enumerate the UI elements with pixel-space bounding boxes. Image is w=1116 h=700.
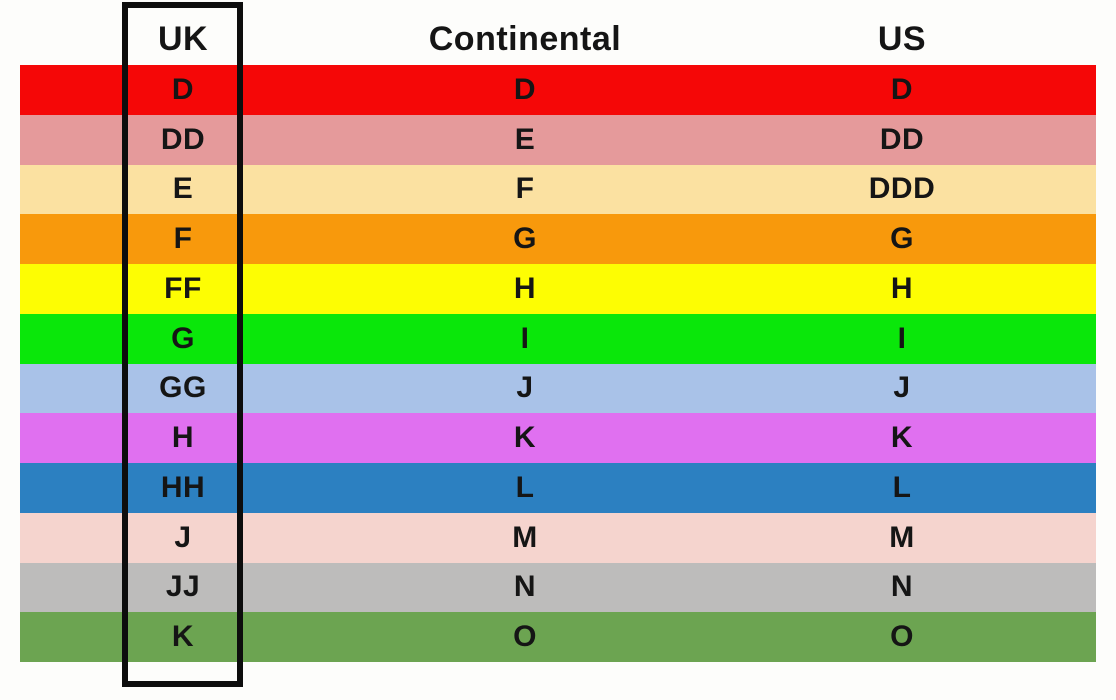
table-body: D D D DD E DD E F DDD F G G FF H H G I I GG J J H K K HH L L J M M JJ N… xyxy=(20,65,1096,662)
cell-uk: E xyxy=(172,172,194,206)
cell-us: H xyxy=(890,271,914,305)
cell-continental: G xyxy=(513,222,537,256)
cell-us: O xyxy=(890,620,914,654)
table-row: GG J J xyxy=(20,363,1096,414)
cell-us: G xyxy=(890,222,914,256)
cell-uk: DD xyxy=(160,122,206,156)
cell-us: D xyxy=(890,72,914,106)
cell-uk: HH xyxy=(160,470,206,504)
cell-continental: H xyxy=(513,271,537,305)
cell-continental: E xyxy=(514,122,536,156)
table-row: JJ N N xyxy=(20,562,1096,613)
cell-uk: FF xyxy=(164,271,202,305)
table-row: DD E DD xyxy=(20,114,1096,165)
cell-us: DDD xyxy=(868,172,936,206)
column-header-uk: UK xyxy=(157,20,209,58)
table-header: UK Continental US xyxy=(0,20,1116,58)
cell-uk: K xyxy=(171,620,195,654)
cell-uk: G xyxy=(171,321,195,355)
cell-us: M xyxy=(889,520,915,554)
cell-us: I xyxy=(897,321,907,355)
uk-column-highlight-box xyxy=(122,2,243,687)
cell-continental: F xyxy=(515,172,535,206)
table-row: FF H H xyxy=(20,264,1096,314)
cell-uk: F xyxy=(173,222,193,256)
table-row: HH L L xyxy=(20,463,1096,513)
cell-us: J xyxy=(893,371,911,405)
cell-us: L xyxy=(892,470,912,504)
cell-uk: GG xyxy=(159,371,207,405)
cell-uk: JJ xyxy=(165,570,201,604)
cell-us: K xyxy=(890,421,914,455)
cell-us: N xyxy=(890,570,914,604)
cell-continental: N xyxy=(513,570,537,604)
cell-continental: M xyxy=(512,520,538,554)
cell-uk: H xyxy=(171,421,195,455)
cell-continental: O xyxy=(513,620,537,654)
cell-uk: D xyxy=(171,72,195,106)
cell-continental: K xyxy=(513,421,537,455)
cell-continental: L xyxy=(515,470,535,504)
column-header-continental: Continental xyxy=(428,20,622,58)
cell-uk: J xyxy=(174,520,192,554)
cell-continental: I xyxy=(520,321,530,355)
cell-continental: J xyxy=(516,371,534,405)
column-header-us: US xyxy=(877,20,927,58)
table-row: E F DDD xyxy=(20,164,1096,215)
cell-us: DD xyxy=(879,122,925,156)
cell-continental: D xyxy=(513,72,537,106)
